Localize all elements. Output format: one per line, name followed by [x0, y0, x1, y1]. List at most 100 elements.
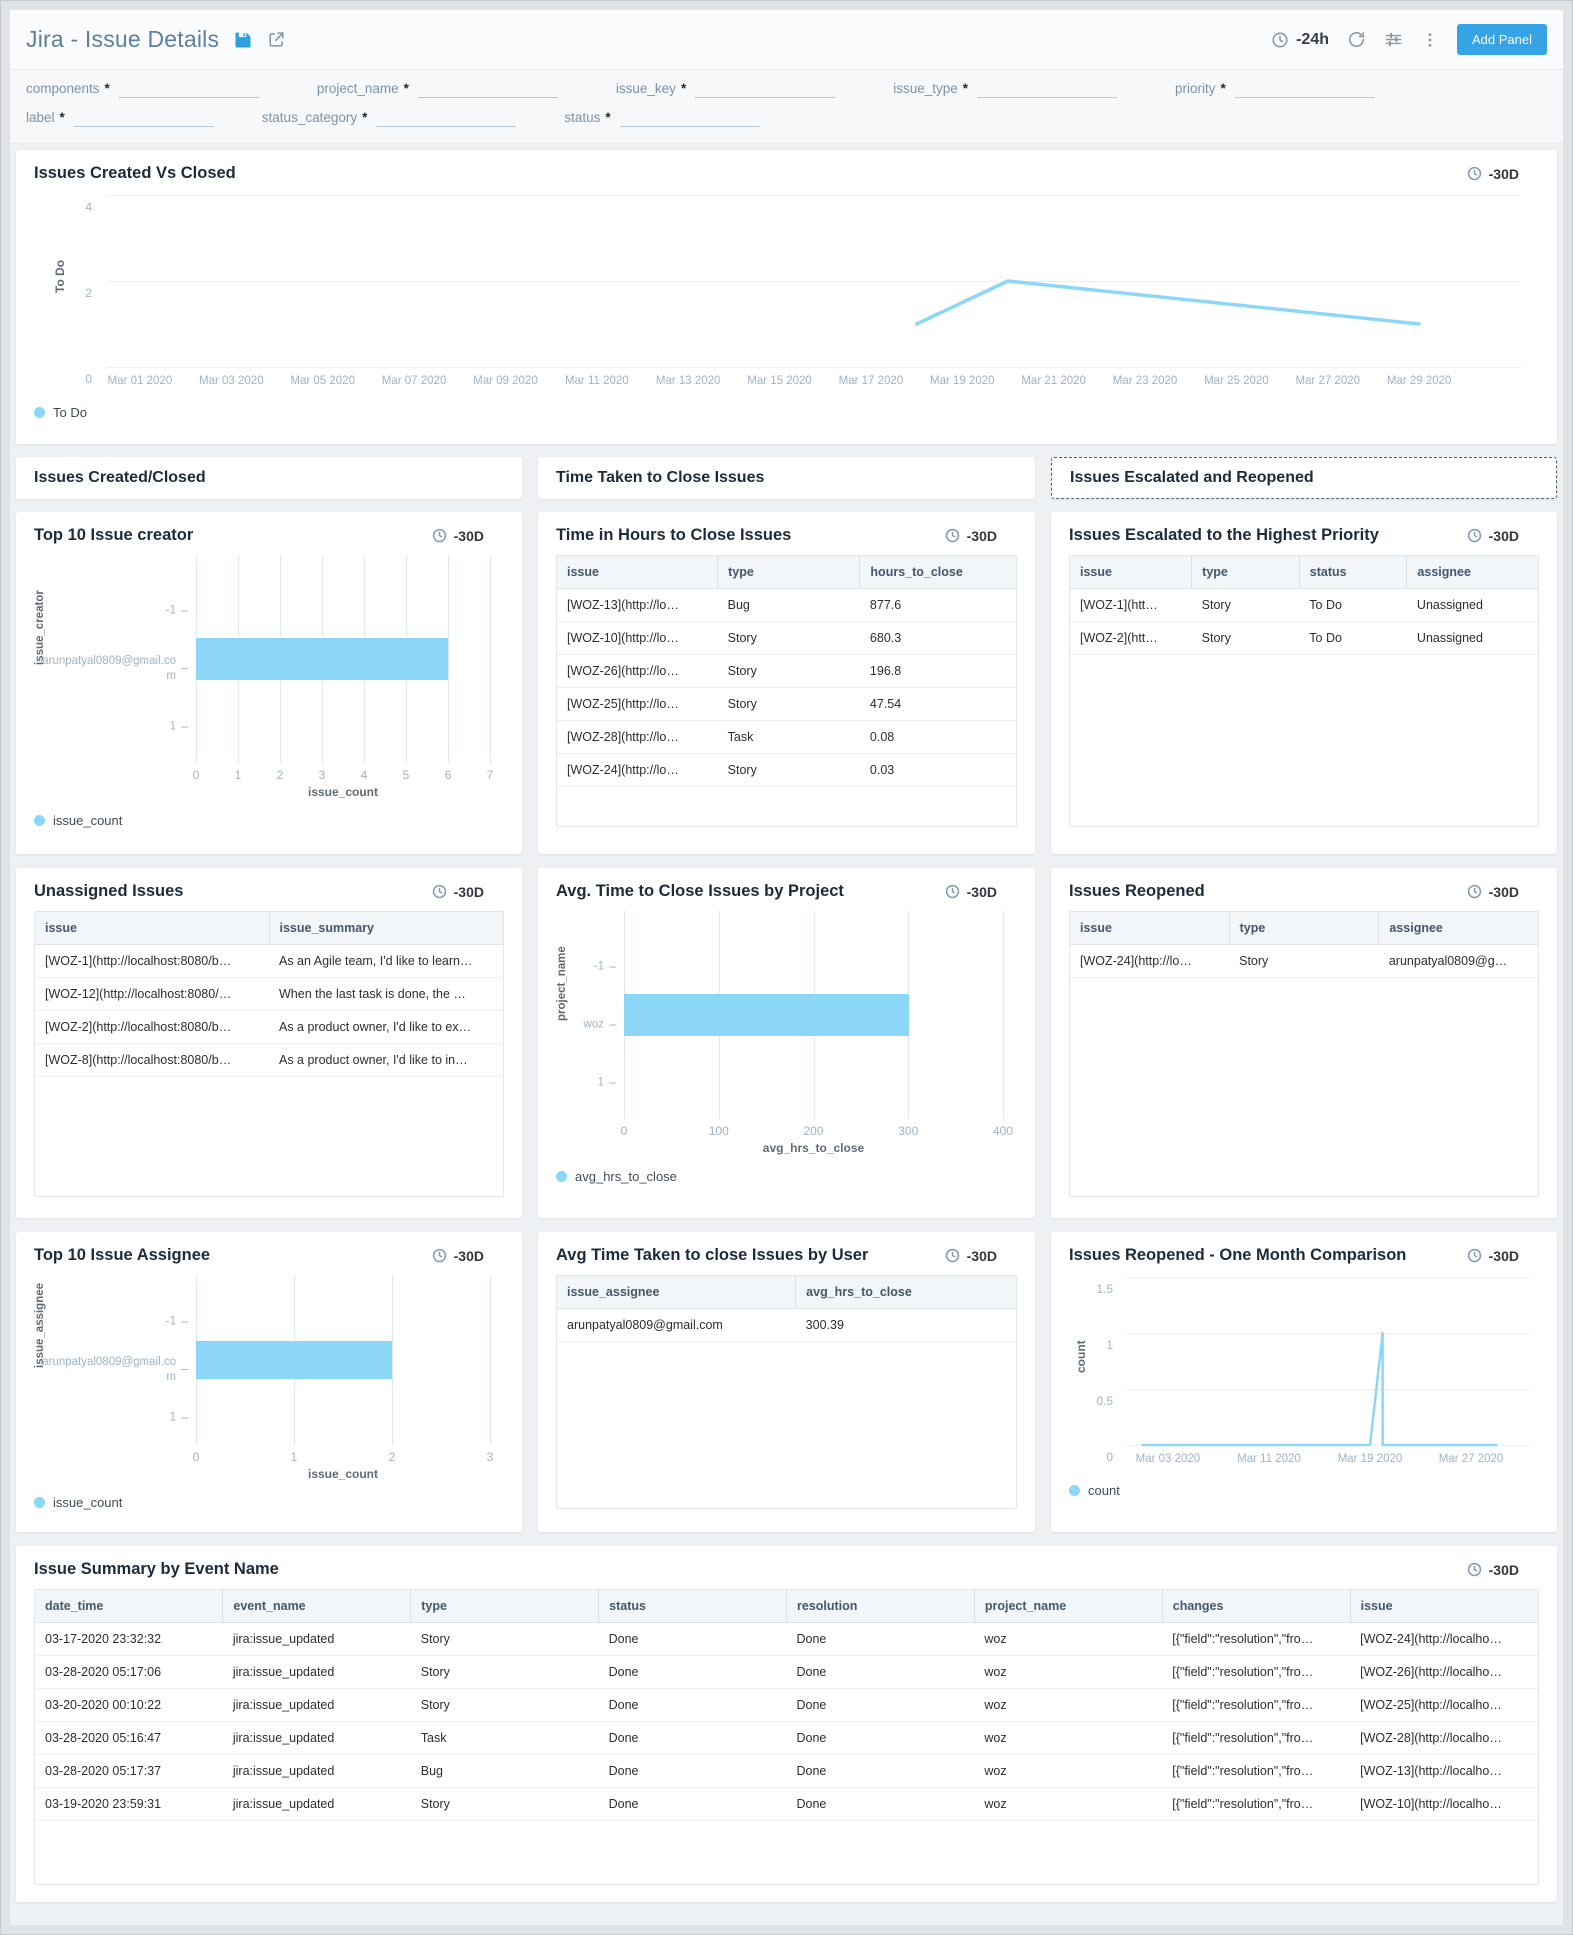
filter-status-category: status_category *: [262, 109, 517, 127]
table-row: [WOZ-26](http://lo… Story 196.8: [557, 654, 1016, 688]
column-header[interactable]: hours_to_close: [859, 556, 1016, 589]
time-range-badge[interactable]: -30D: [1467, 528, 1539, 544]
time-range-badge[interactable]: -30D: [945, 528, 1017, 544]
table-cell: [WOZ-25](http://localho…: [1350, 1688, 1538, 1722]
table-cell: [WOZ-25](http://lo…: [557, 687, 718, 721]
filter-label: issue_type: [893, 81, 958, 96]
x-tick-label: 3: [318, 768, 326, 782]
time-range-badge[interactable]: -30D: [945, 1248, 1017, 1264]
add-panel-button[interactable]: Add Panel: [1457, 24, 1547, 55]
bar-issue-count[interactable]: [196, 1341, 392, 1379]
required-marker: *: [104, 81, 110, 96]
required-marker: *: [605, 110, 611, 125]
column-header[interactable]: project_name: [973, 1590, 1163, 1623]
required-marker: *: [362, 110, 368, 125]
time-range-value: -24h: [1296, 30, 1329, 48]
table-cell: [WOZ-1](htt…: [1070, 588, 1192, 622]
column-header[interactable]: status: [598, 1590, 787, 1623]
section-time-taken: Time Taken to Close Issues: [538, 457, 1035, 499]
filter-label: project_name: [316, 81, 399, 96]
priority-input[interactable]: [1234, 80, 1375, 98]
column-header[interactable]: status: [1298, 556, 1407, 589]
table-cell: 03-28-2020 05:16:47: [35, 1721, 223, 1755]
status-input[interactable]: [619, 109, 760, 127]
share-icon[interactable]: [267, 30, 286, 49]
category-labels: -1 arunpatyal0809@gmail.com 1: [34, 565, 188, 773]
legend-to-do[interactable]: To Do: [34, 405, 1539, 420]
time-range-badge[interactable]: -30D: [432, 528, 504, 544]
column-header[interactable]: assignee: [1406, 556, 1538, 589]
column-header[interactable]: type: [1228, 912, 1379, 945]
table-cell: When the last task is done, the …: [269, 977, 503, 1011]
table-cell: To Do: [1299, 621, 1407, 655]
column-header[interactable]: type: [1191, 556, 1300, 589]
time-range-badge[interactable]: -30D: [432, 1248, 504, 1264]
column-header[interactable]: date_time: [35, 1590, 223, 1623]
line-series-svg: [1127, 1277, 1529, 1445]
refresh-icon[interactable]: [1347, 30, 1366, 49]
legend-count[interactable]: count: [1069, 1483, 1539, 1498]
x-axis-ticks: 0 100 200 300 400: [621, 1123, 1013, 1139]
column-header[interactable]: issue: [1070, 556, 1192, 589]
time-range-badge[interactable]: -30D: [1467, 166, 1539, 182]
project-name-input[interactable]: [417, 80, 558, 98]
plot-area: [106, 195, 1521, 368]
legend-avg-hrs[interactable]: avg_hrs_to_close: [556, 1169, 1017, 1184]
bar-chart-issue-creator: issue_creator -1 arunpatyal0809@gmail.co…: [34, 555, 504, 799]
column-header[interactable]: issue: [557, 556, 718, 589]
column-header[interactable]: issue: [35, 912, 269, 945]
x-axis-title: avg_hrs_to_close: [762, 1141, 865, 1155]
column-header[interactable]: assignee: [1378, 912, 1538, 945]
table-cell: [{"field":"resolution","fro…: [1162, 1721, 1351, 1755]
column-header[interactable]: type: [717, 556, 860, 589]
table-cell: [WOZ-13](http://localho…: [1350, 1754, 1538, 1788]
unassigned-issues-table: issue issue_summary [WOZ-1](http://localho…: [34, 911, 504, 1197]
column-header[interactable]: issue: [1349, 1590, 1538, 1623]
x-tick-label: Mar 07 2020: [381, 375, 447, 387]
panel-avg-time-by-user: Avg Time Taken to close Issues by User -…: [538, 1232, 1035, 1532]
time-range-badge[interactable]: -30D: [432, 884, 504, 900]
status-category-input[interactable]: [376, 109, 517, 127]
column-header[interactable]: event_name: [222, 1590, 411, 1623]
time-range-badge[interactable]: -30D: [1467, 1562, 1539, 1578]
table-row: [WOZ-13](http://lo… Bug 877.6: [557, 588, 1016, 622]
table-cell: 0.03: [859, 753, 1016, 787]
save-icon[interactable]: [233, 30, 253, 50]
legend-issue-count[interactable]: issue_count: [34, 1495, 504, 1510]
x-tick-label: 300: [898, 1124, 919, 1138]
series-count: [1143, 1333, 1497, 1445]
components-input[interactable]: [118, 80, 259, 98]
line-series-svg: [106, 195, 1521, 367]
column-header[interactable]: issue_assignee: [557, 1276, 796, 1309]
table-row: [WOZ-8](http://localhost:8080/b… As a pro…: [35, 1043, 503, 1077]
issue-type-input[interactable]: [977, 80, 1118, 98]
column-header[interactable]: resolution: [786, 1590, 975, 1623]
legend-issue-count[interactable]: issue_count: [34, 813, 504, 828]
label-input[interactable]: [73, 109, 214, 127]
column-header[interactable]: type: [410, 1590, 599, 1623]
column-header[interactable]: issue_summary: [268, 912, 503, 945]
x-tick-label: Mar 15 2020: [747, 375, 812, 387]
time-range-badge[interactable]: -30D: [1467, 884, 1539, 900]
x-tick-label: Mar 01 2020: [107, 375, 173, 387]
table-row: arunpatyal0809@gmail.com 300.39: [557, 1308, 1016, 1342]
time-range-value: -30D: [966, 883, 997, 900]
bar-issue-count[interactable]: [196, 638, 448, 680]
time-range-badge[interactable]: -30D: [1467, 1248, 1539, 1264]
filter-settings-icon[interactable]: [1384, 30, 1403, 49]
table-cell: Done: [598, 1688, 787, 1722]
x-tick-label: Mar 27 2020: [1295, 375, 1361, 387]
issue-key-input[interactable]: [695, 80, 836, 98]
category-label: arunpatyal0809@gmail.com: [42, 1356, 176, 1383]
column-header[interactable]: issue: [1070, 912, 1230, 945]
x-tick-label: Mar 13 2020: [655, 375, 721, 387]
panel-row-4: Top 10 Issue Assignee -30D issue_assigne…: [16, 1232, 1557, 1532]
kebab-menu-icon[interactable]: [1421, 31, 1439, 49]
column-header[interactable]: changes: [1161, 1590, 1351, 1623]
legend-dot: [34, 815, 45, 826]
bar-avg-hrs-to-close[interactable]: [624, 994, 909, 1036]
column-header[interactable]: avg_hrs_to_close: [795, 1276, 1016, 1309]
dashboard-time-range[interactable]: -24h: [1271, 31, 1329, 49]
time-range-badge[interactable]: -30D: [945, 884, 1017, 900]
table-row: 03-28-2020 05:17:06 jira:issue_updated Sto…: [35, 1655, 1538, 1689]
